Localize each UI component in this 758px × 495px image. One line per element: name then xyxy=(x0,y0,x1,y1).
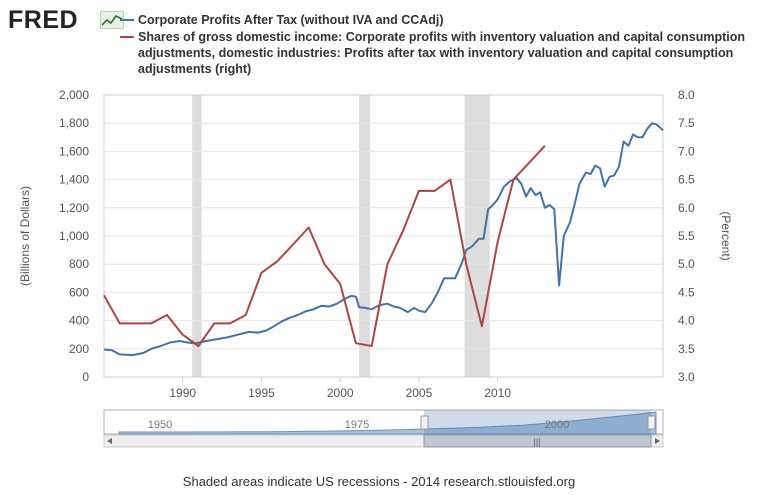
left-axis-tick-label: 1,200 xyxy=(59,201,89,215)
right-axis-tick-label: 5.5 xyxy=(678,229,695,243)
right-axis-tick-label: 8.0 xyxy=(678,88,695,102)
right-axis-tick-label: 7.5 xyxy=(678,116,695,130)
fred-logo-graph-icon xyxy=(100,11,124,29)
scrollbar-thumb[interactable] xyxy=(423,434,652,448)
legend-item-right-series: Shares of gross domestic income: Corpora… xyxy=(120,29,750,77)
legend-label-right: Shares of gross domestic income: Corpora… xyxy=(138,30,746,76)
right-axis-tick-label: 7.0 xyxy=(678,144,695,158)
x-axis-tick-label: 1995 xyxy=(248,386,275,400)
right-axis-tick-label: 5.0 xyxy=(678,257,695,271)
x-axis-tick-label: 2005 xyxy=(406,386,433,400)
right-axis-tick-label: 4.0 xyxy=(678,314,695,328)
navigator-selection xyxy=(424,410,651,434)
left-axis-tick-label: 200 xyxy=(69,342,89,356)
navigator-handle[interactable] xyxy=(420,415,429,430)
left-axis-tick-label: 400 xyxy=(69,314,89,328)
right-axis-tick-label: 3.0 xyxy=(678,370,695,384)
legend-swatch-left xyxy=(120,19,134,21)
navigator-mini-series xyxy=(118,411,657,435)
navigator-handle[interactable] xyxy=(647,415,656,430)
navigator-tick-label: 2000 xyxy=(545,419,569,431)
recession-footer-note: Shaded areas indicate US recessions - 20… xyxy=(182,474,576,489)
plot-border xyxy=(103,94,664,378)
right-axis-tick-label: 3.5 xyxy=(678,342,695,356)
legend-item-left-series: Corporate Profits After Tax (without IVA… xyxy=(120,12,750,28)
left-axis-tick-label: 1,800 xyxy=(59,116,89,130)
left-axis-tick-label: 2,000 xyxy=(59,88,89,102)
legend-label-left: Corporate Profits After Tax (without IVA… xyxy=(138,13,444,27)
scroll-right-arrow[interactable] xyxy=(655,438,660,444)
right-axis-tick-label: 6.5 xyxy=(678,173,695,187)
fred-logo: FRED xyxy=(8,6,126,40)
navigator-tick-label: 1975 xyxy=(345,419,369,431)
series-line-profit-share xyxy=(103,145,546,347)
left-axis-tick-label: 1,600 xyxy=(59,144,89,158)
right-axis-title: (Percent) xyxy=(719,211,733,260)
left-axis-title: (Billions of Dollars) xyxy=(18,186,32,286)
left-axis-tick-label: 1,400 xyxy=(59,173,89,187)
fred-logo-text: FRED xyxy=(8,6,79,34)
x-axis-tick-label: 1990 xyxy=(169,386,196,400)
x-axis-tick-label: 2000 xyxy=(327,386,354,400)
right-axis-tick-label: 4.5 xyxy=(678,285,695,299)
left-axis-tick-label: 800 xyxy=(69,257,89,271)
left-axis-tick-label: 1,000 xyxy=(59,229,89,243)
chart-legend: Corporate Profits After Tax (without IVA… xyxy=(120,12,750,78)
scroll-left-arrow[interactable] xyxy=(107,438,112,444)
series-line-corporate-profits xyxy=(103,122,664,357)
x-axis-tick-label: 2010 xyxy=(484,386,511,400)
navigator-tick-label: 1950 xyxy=(148,419,172,431)
legend-swatch-right xyxy=(120,36,134,38)
left-axis-tick-label: 600 xyxy=(69,285,89,299)
chart-area[interactable]: 0 200 400 600 800 1,000 1,200 1,400 1,600 1,800 2,… xyxy=(0,0,758,470)
scrollbar-grip: ||| xyxy=(533,437,540,447)
right-axis-tick-label: 6.0 xyxy=(678,201,695,215)
left-axis-tick-label: 0 xyxy=(82,370,89,384)
